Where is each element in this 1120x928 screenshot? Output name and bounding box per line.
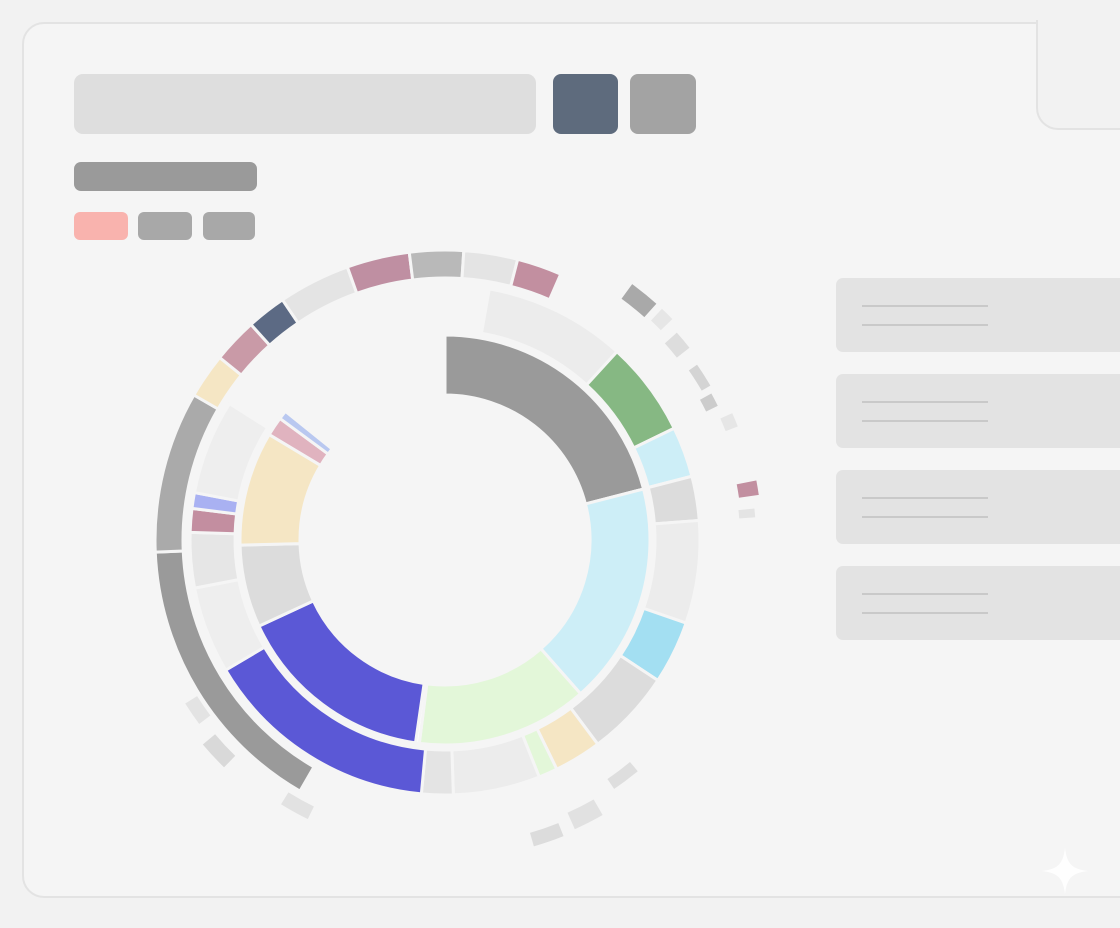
panel-line (862, 497, 988, 499)
side-panel-3[interactable] (836, 470, 1120, 544)
sunburst-fragment-9[interactable] (604, 759, 641, 792)
sunburst-segment-l3-8[interactable] (407, 248, 466, 282)
sunburst-fragment-5[interactable] (697, 390, 721, 415)
sunburst-segment-l2-17[interactable] (192, 401, 270, 503)
sunburst-segment-l2-5[interactable] (641, 518, 702, 625)
primary-button[interactable] (553, 74, 618, 134)
panel-line (862, 324, 988, 326)
sunburst-segment-l3-6[interactable] (280, 265, 359, 326)
side-panel-2[interactable] (836, 374, 1120, 448)
filter-chip-3[interactable] (203, 212, 255, 240)
panel-line (862, 612, 988, 614)
sunburst-fragment-3[interactable] (662, 329, 693, 361)
sparkle-icon (1042, 848, 1088, 894)
sunburst-fragment-1[interactable] (618, 281, 660, 320)
filter-chip-2[interactable] (138, 212, 192, 240)
sunburst-fragment-2[interactable] (648, 306, 676, 334)
sunburst-fragment-6[interactable] (717, 410, 741, 434)
filter-chip-1[interactable] (74, 212, 128, 240)
secondary-button[interactable] (630, 74, 696, 134)
panel-line (862, 420, 988, 422)
panel-line (862, 593, 988, 595)
sunburst-fragment-12[interactable] (278, 789, 317, 822)
search-input[interactable] (74, 74, 536, 134)
page-title (74, 162, 257, 191)
sunburst-fragment-8[interactable] (736, 506, 758, 521)
sunburst-segment-l3-9[interactable] (460, 249, 520, 289)
sunburst-segment-l2-14[interactable] (188, 530, 241, 590)
sunburst-fragment-14[interactable] (182, 693, 214, 727)
corner-tab[interactable] (1036, 20, 1120, 130)
sunburst-fragment-10[interactable] (564, 796, 606, 832)
panel-line (862, 305, 988, 307)
sunburst-fragment-13[interactable] (199, 731, 239, 771)
sunburst-fragment-7[interactable] (734, 478, 762, 500)
panel-line (862, 401, 988, 403)
sunburst-fragment-4[interactable] (686, 361, 714, 394)
sunburst-segment-l3-7[interactable] (345, 250, 415, 296)
sunburst-fragment-11[interactable] (527, 820, 567, 849)
side-panel-4[interactable] (836, 566, 1120, 640)
sunburst-segment-l3-10[interactable] (508, 257, 563, 302)
sunburst-segment-l1-9[interactable] (277, 409, 335, 457)
panel-line (862, 516, 988, 518)
side-panel-1[interactable] (836, 278, 1120, 352)
